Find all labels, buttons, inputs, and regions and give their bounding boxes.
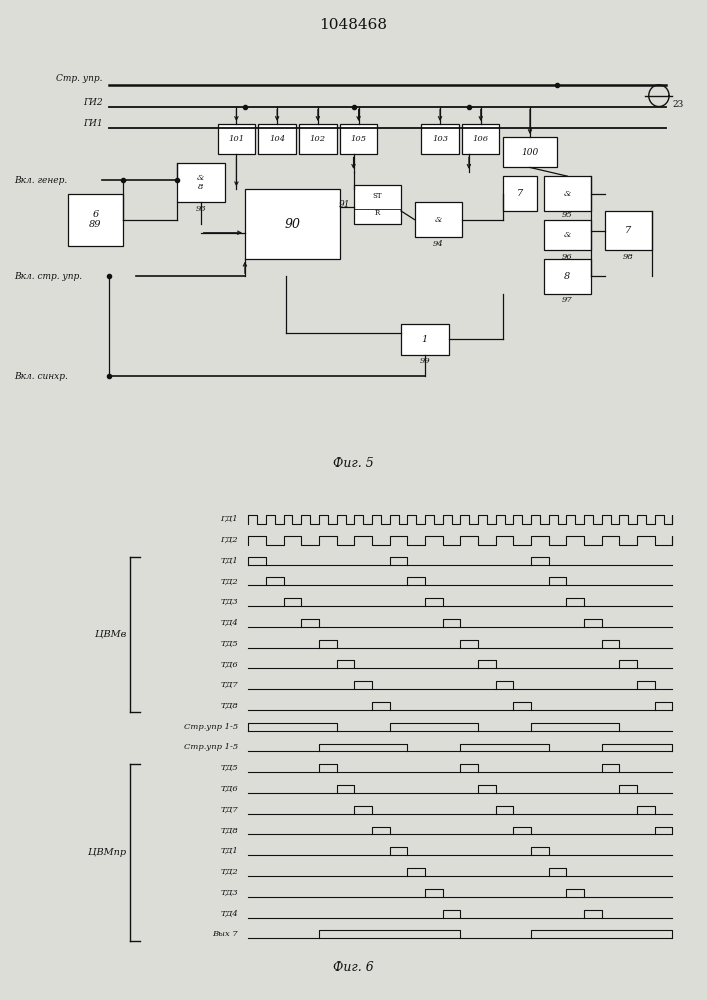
Text: ТД4: ТД4 (221, 619, 238, 627)
Bar (218, 124, 255, 154)
Text: Фиг. 6: Фиг. 6 (333, 961, 374, 974)
Text: ЦВМв: ЦВМв (95, 630, 126, 639)
Text: ТД6: ТД6 (221, 660, 238, 668)
Text: Стр.упр 1-5: Стр.упр 1-5 (184, 743, 238, 751)
Text: ГИ1: ГИ1 (83, 119, 103, 128)
Text: 7: 7 (517, 189, 523, 198)
Text: 98: 98 (623, 253, 633, 261)
Text: 8: 8 (564, 272, 571, 281)
Text: ТД1: ТД1 (221, 847, 238, 855)
Bar (299, 124, 337, 154)
Text: 106: 106 (473, 135, 489, 143)
Text: &
8: & 8 (197, 174, 204, 191)
Text: &: & (563, 231, 571, 239)
Text: Вкл. стр. упр.: Вкл. стр. упр. (14, 272, 82, 281)
Text: 103: 103 (432, 135, 448, 143)
Bar (414, 202, 462, 237)
Text: Фиг. 5: Фиг. 5 (333, 457, 374, 470)
Bar (340, 124, 378, 154)
Text: ТД5: ТД5 (221, 640, 238, 648)
Text: ТД8: ТД8 (221, 827, 238, 835)
Text: 94: 94 (433, 240, 444, 248)
Text: Вых 7: Вых 7 (212, 930, 238, 938)
Bar (421, 124, 459, 154)
Bar (177, 163, 225, 202)
Bar (401, 324, 448, 355)
Text: 96: 96 (562, 253, 573, 261)
Text: 104: 104 (269, 135, 285, 143)
Bar (245, 189, 340, 259)
Text: 90: 90 (284, 218, 300, 231)
Text: ТД4: ТД4 (221, 910, 238, 918)
Bar (462, 124, 499, 154)
Text: R: R (375, 209, 380, 217)
Text: 91: 91 (339, 200, 350, 209)
Text: ТД7: ТД7 (221, 806, 238, 814)
Text: ТД2: ТД2 (221, 868, 238, 876)
Text: &: & (563, 190, 571, 198)
Text: ТД5: ТД5 (221, 764, 238, 772)
Text: 6
89: 6 89 (89, 210, 102, 229)
Bar (69, 194, 123, 246)
Text: ТД2: ТД2 (221, 577, 238, 585)
Text: ТД1: ТД1 (221, 557, 238, 565)
Text: ТД3: ТД3 (221, 598, 238, 606)
Bar (544, 220, 591, 250)
Text: 1048468: 1048468 (320, 18, 387, 32)
Text: ЦВМпр: ЦВМпр (88, 848, 126, 857)
Text: Стр. упр.: Стр. упр. (56, 74, 103, 83)
Text: ТД7: ТД7 (221, 681, 238, 689)
Text: 100: 100 (521, 148, 539, 157)
Text: 1: 1 (421, 335, 428, 344)
Text: 102: 102 (310, 135, 326, 143)
Text: 23: 23 (672, 100, 684, 109)
Bar (604, 211, 652, 250)
Text: ГД1: ГД1 (221, 515, 238, 523)
Text: 7: 7 (625, 226, 631, 235)
Bar (544, 259, 591, 294)
Bar (354, 185, 401, 224)
Text: 99: 99 (419, 357, 430, 365)
Text: 93: 93 (195, 205, 206, 213)
Text: ТД8: ТД8 (221, 702, 238, 710)
Bar (544, 176, 591, 211)
Text: &: & (435, 216, 442, 224)
Text: 105: 105 (351, 135, 367, 143)
Text: Вкл. генер.: Вкл. генер. (14, 176, 67, 185)
Bar (259, 124, 296, 154)
Text: Стр.упр 1-5: Стр.упр 1-5 (184, 723, 238, 731)
Text: 101: 101 (228, 135, 245, 143)
Text: 97: 97 (562, 296, 573, 304)
Text: Вкл. синхр.: Вкл. синхр. (14, 372, 68, 381)
Bar (503, 176, 537, 211)
Text: ТД3: ТД3 (221, 889, 238, 897)
Text: 95: 95 (562, 211, 573, 219)
Bar (503, 137, 557, 167)
Text: ST: ST (373, 192, 382, 200)
Text: ГИ2: ГИ2 (83, 98, 103, 107)
Text: ГД2: ГД2 (221, 536, 238, 544)
Text: ТД6: ТД6 (221, 785, 238, 793)
